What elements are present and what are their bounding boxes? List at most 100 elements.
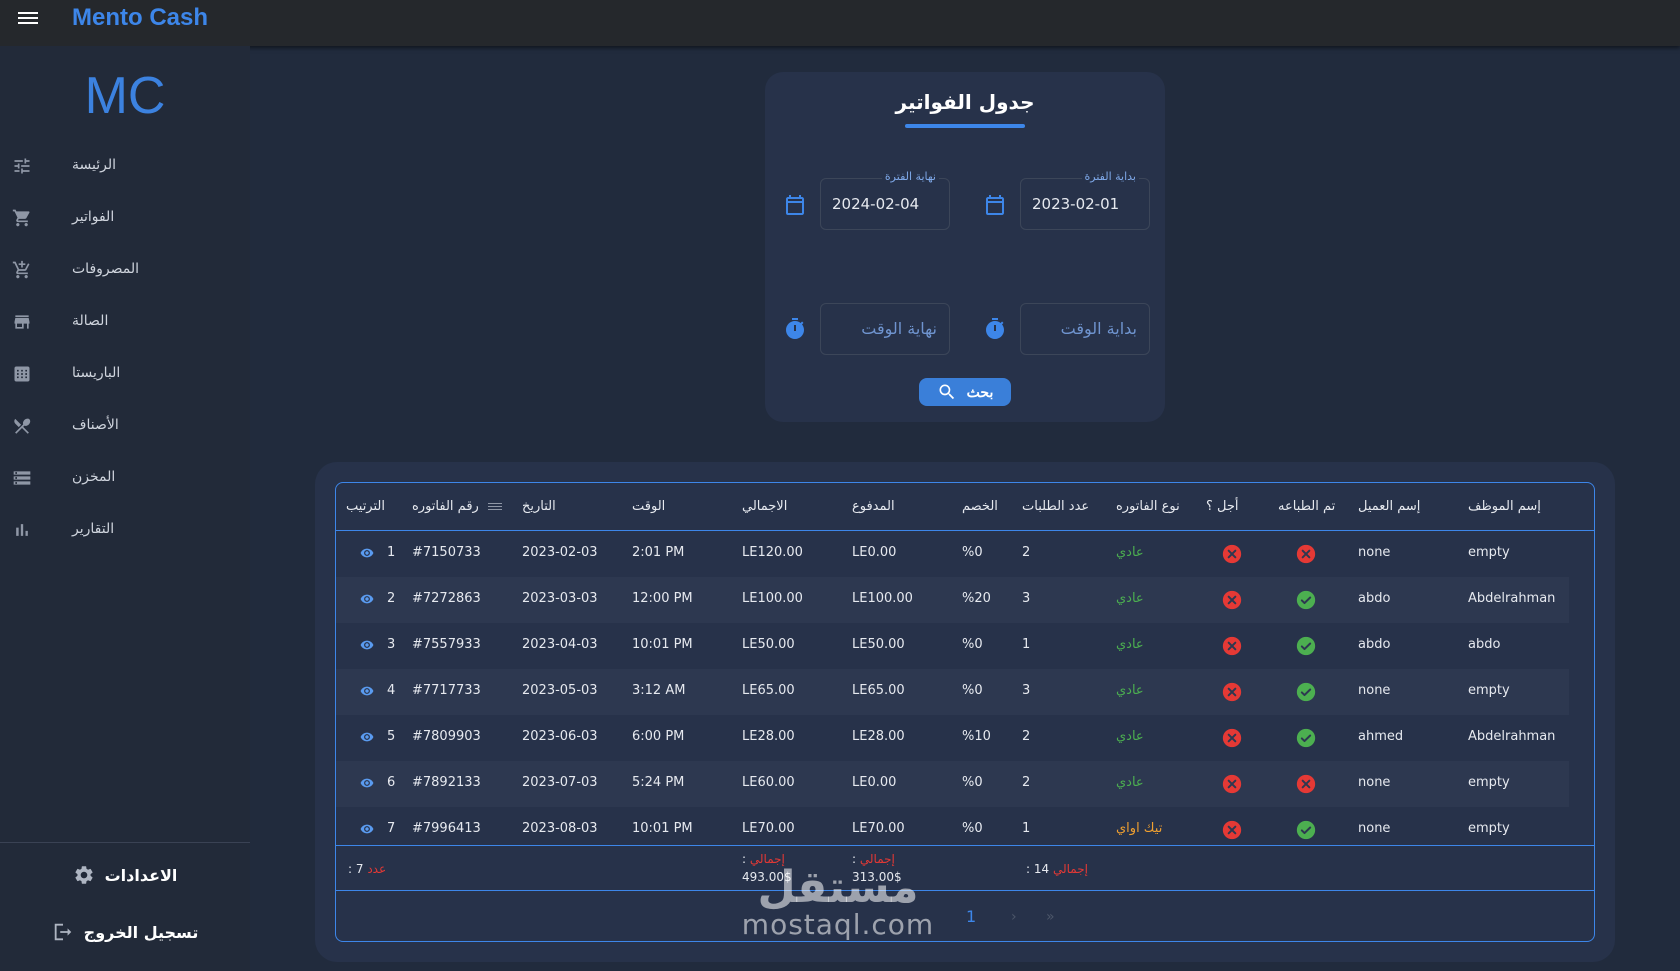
header-time[interactable]: الوقت xyxy=(632,499,666,514)
cell-total: LE100.00 xyxy=(742,591,803,606)
app-brand-title: Mento Cash xyxy=(72,4,209,31)
cell-employee: Abdelrahman xyxy=(1468,729,1556,744)
hamburger-menu-icon[interactable] xyxy=(18,9,40,31)
calendar-icon[interactable] xyxy=(783,193,807,217)
next-page-icon[interactable]: › xyxy=(1011,909,1017,925)
eye-icon[interactable] xyxy=(358,822,376,836)
cell-customer: abdo xyxy=(1358,591,1391,606)
add-cart-icon xyxy=(12,260,30,279)
eye-icon[interactable] xyxy=(358,776,376,790)
eye-icon[interactable] xyxy=(358,730,376,744)
cell-discount: %20 xyxy=(962,591,991,606)
cell-order: 5 xyxy=(387,729,396,744)
last-page-icon[interactable]: » xyxy=(1046,909,1055,925)
cell-discount: %0 xyxy=(962,637,983,652)
page-title: جدول الفواتير xyxy=(895,90,1035,114)
stopwatch-icon[interactable] xyxy=(983,317,1007,341)
cell-customer: abdo xyxy=(1358,637,1391,652)
cell-paid: LE100.00 xyxy=(852,591,913,606)
settings-button[interactable]: الاعدادات xyxy=(0,864,250,886)
table-body: 1 #7150733 2023-02-03 2:01 PM LE120.00 L… xyxy=(336,531,1594,853)
cell-paid: LE0.00 xyxy=(852,775,897,790)
cell-employee: empty xyxy=(1468,821,1510,836)
cell-invoice-no: #7892133 xyxy=(412,775,481,790)
sort-menu-icon[interactable] xyxy=(488,501,502,511)
table-row: 6 #7892133 2023-07-03 5:24 PM LE60.00 LE… xyxy=(336,761,1569,807)
page-number[interactable]: 1 xyxy=(966,907,977,926)
eye-icon[interactable] xyxy=(358,546,376,560)
sidebar-item-label: الصالة xyxy=(72,313,109,329)
header-date[interactable]: التاريخ xyxy=(522,499,556,514)
cell-time: 3:12 AM xyxy=(632,683,686,698)
end-time-field[interactable]: نهاية الوقت xyxy=(820,303,950,355)
cell-date: 2023-08-03 xyxy=(522,821,598,836)
title-underline xyxy=(905,124,1025,128)
sidebar-item-hall[interactable]: الصالة xyxy=(0,298,250,350)
sidebar-item-barista[interactable]: الباريستا xyxy=(0,350,250,402)
sidebar-item-label: الرئيسة xyxy=(72,157,116,173)
deferred-x-icon xyxy=(1222,590,1242,610)
gear-icon xyxy=(75,866,93,884)
header-deferred[interactable]: أجل ؟ xyxy=(1206,499,1239,514)
cell-invoice-no: #7150733 xyxy=(412,545,481,560)
header-total[interactable]: الاجمالي xyxy=(742,499,788,514)
sidebar-item-label: المصروفات xyxy=(72,261,140,277)
printed-x-icon xyxy=(1296,774,1316,794)
start-date-field[interactable]: بداية الفترة 2023-02-01 xyxy=(1020,170,1150,230)
sidebar: MC الرئيسة الفواتير المصروفات الصالة الب… xyxy=(0,46,250,971)
sidebar-item-categories[interactable]: الأصناف xyxy=(0,402,250,454)
header-order[interactable]: الترتيب xyxy=(346,499,385,514)
cell-time: 10:01 PM xyxy=(632,637,693,652)
footer-orders: : 14 إجمالي xyxy=(1026,862,1088,876)
eye-icon[interactable] xyxy=(358,592,376,606)
header-employee[interactable]: إسم الموظف xyxy=(1468,499,1541,514)
cell-date: 2023-03-03 xyxy=(522,591,598,606)
cell-orders-count: 1 xyxy=(1022,821,1031,836)
stopwatch-icon[interactable] xyxy=(783,317,807,341)
header-printed[interactable]: تم الطباعه xyxy=(1278,499,1336,514)
start-time-field[interactable]: بداية الوقت xyxy=(1020,303,1150,355)
cart-icon xyxy=(12,209,30,227)
printed-check-icon xyxy=(1296,820,1316,840)
search-button-label: بحث xyxy=(966,383,994,400)
header-orders-count[interactable]: عدد الطلبات xyxy=(1022,499,1090,514)
cell-orders-count: 3 xyxy=(1022,591,1031,606)
cell-order: 2 xyxy=(387,591,396,606)
sidebar-item-label: الأصناف xyxy=(72,417,119,433)
sidebar-item-expenses[interactable]: المصروفات xyxy=(0,246,250,298)
header-discount[interactable]: الخصم xyxy=(962,499,998,514)
cell-date: 2023-06-03 xyxy=(522,729,598,744)
eye-icon[interactable] xyxy=(358,638,376,652)
cell-date: 2023-02-03 xyxy=(522,545,598,560)
search-button[interactable]: بحث xyxy=(919,378,1011,406)
logout-label: تسجيل الخروج xyxy=(83,922,199,942)
printed-check-icon xyxy=(1296,682,1316,702)
header-invoice-type[interactable]: نوع الفاتوره xyxy=(1116,499,1180,514)
footer-total-colon: : xyxy=(742,852,747,866)
footer-orders-label: إجمالي xyxy=(1052,862,1088,876)
sidebar-item-reports[interactable]: التقارير xyxy=(0,506,250,558)
sidebar-divider xyxy=(0,842,250,843)
printed-check-icon xyxy=(1296,636,1316,656)
sidebar-item-storage[interactable]: المخزن xyxy=(0,454,250,506)
printed-check-icon xyxy=(1296,728,1316,748)
end-date-field[interactable]: نهاية الفترة 2024-02-04 xyxy=(820,170,950,230)
invoices-table: الترتيب رقم الفاتوره التاريخ الوقت الاجم… xyxy=(335,482,1595,942)
cell-date: 2023-04-03 xyxy=(522,637,598,652)
table-row: 7 #7996413 2023-08-03 10:01 PM LE70.00 L… xyxy=(336,807,1594,853)
start-time-placeholder: بداية الوقت xyxy=(1060,319,1137,338)
sidebar-item-home[interactable]: الرئيسة xyxy=(0,142,250,194)
header-invoice-no[interactable]: رقم الفاتوره xyxy=(412,499,479,514)
header-paid[interactable]: المدفوع xyxy=(852,499,895,514)
logout-button[interactable]: تسجيل الخروج xyxy=(0,921,250,943)
cell-orders-count: 2 xyxy=(1022,775,1031,790)
eye-icon[interactable] xyxy=(358,684,376,698)
calendar-icon[interactable] xyxy=(983,193,1007,217)
footer-total-value: 493.00$ xyxy=(742,870,792,884)
table-footer: : 7 عدد : إجمالي 493.00$ : إجمالي 313.00… xyxy=(336,845,1594,891)
header-customer[interactable]: إسم العميل xyxy=(1358,499,1421,514)
cell-order: 1 xyxy=(387,545,396,560)
cell-invoice-type: عادي xyxy=(1116,591,1144,606)
cell-invoice-type: عادي xyxy=(1116,545,1144,560)
sidebar-item-invoices[interactable]: الفواتير xyxy=(0,194,250,246)
